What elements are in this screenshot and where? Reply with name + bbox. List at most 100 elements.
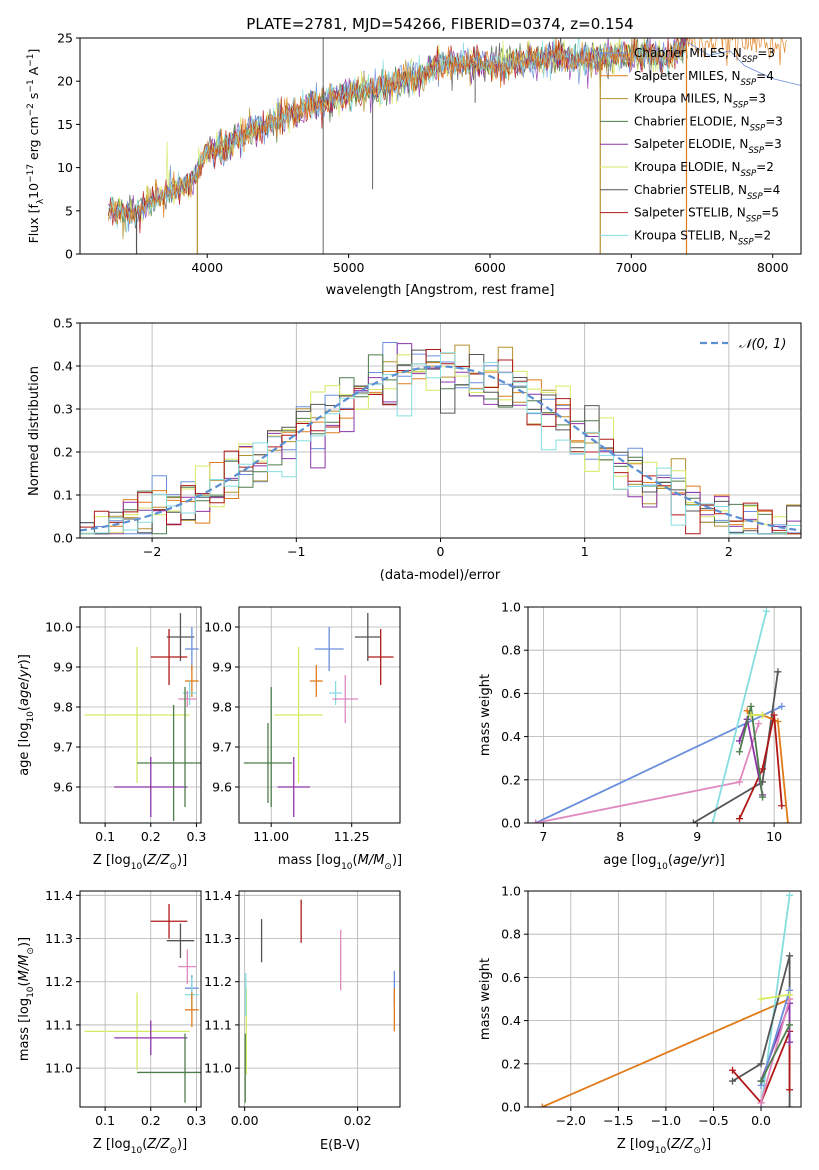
legend-text-part: SSP <box>741 169 757 179</box>
y-tick-label: 11.1 <box>204 1017 232 1032</box>
errorbar <box>354 613 381 661</box>
y-tick-label: 9.7 <box>53 740 73 755</box>
label-part: ( <box>17 981 32 986</box>
y-tick-label: 11.3 <box>45 931 73 946</box>
label-part: Z/Z <box>146 853 170 868</box>
weight-marker <box>538 1103 546 1107</box>
label-part: ( <box>668 853 673 868</box>
legend-text-part: =3 <box>764 137 782 151</box>
x-tick-label: 0.1 <box>95 829 115 844</box>
y-axis-label: age [log10(age/yr)] <box>17 654 36 776</box>
x-tick-label: 0.1 <box>95 1113 115 1128</box>
label-part: )] <box>392 853 402 868</box>
label-part: )] <box>715 853 725 868</box>
x-tick-label: 9 <box>693 829 701 844</box>
label-part: ( <box>142 853 147 868</box>
x-tick-label: 0.3 <box>186 829 206 844</box>
weight-line <box>535 705 783 823</box>
errorbar <box>150 629 188 685</box>
label-part: 10 <box>131 1146 143 1156</box>
weight-marker <box>757 1099 765 1107</box>
y-tick-label: 11.4 <box>45 888 73 903</box>
y-tick-label: 10.0 <box>45 620 73 635</box>
legend-label: Kroupa ELODIE, NSSP=2 <box>634 160 774 179</box>
label-part: 10 <box>26 986 36 998</box>
legend-text-part: Chabrier ELODIE, N <box>634 114 750 128</box>
x-tick-label: 4000 <box>191 260 223 275</box>
axes-frame <box>79 37 802 255</box>
spectrum-line <box>107 38 788 225</box>
legend-text-part: SSP <box>741 78 757 88</box>
label-part: M/M <box>358 853 385 868</box>
legend-text-part: Chabrier MILES, N <box>634 46 742 60</box>
legend-text-part: Salpeter ELODIE, N <box>634 137 748 151</box>
y-tick-label: 11.0 <box>204 1061 232 1076</box>
errorbar <box>150 903 188 939</box>
x-tick-label: −1.5 <box>603 1113 633 1128</box>
label-part: ( <box>666 1137 671 1152</box>
label-part: ⊙ <box>693 1146 701 1156</box>
weight-marker <box>784 819 792 823</box>
residuals-panel: −2 −1 0 1 2 0.0 0.1 0.2 0.3 0.4 0.5 𝒩(0, 1) (data-mo… <box>27 316 802 583</box>
legend-text-part: SSP <box>748 146 764 156</box>
weight-marker <box>735 778 743 786</box>
legend-text-part: =2 <box>756 160 774 174</box>
weight-line <box>760 990 791 1086</box>
axes-frame <box>527 606 802 824</box>
label-part: −1 <box>26 54 36 67</box>
label-part: ( <box>142 1137 147 1152</box>
y-tick-label: 0.2 <box>501 1056 521 1071</box>
weight-marker <box>786 1103 794 1107</box>
x-axis-label: Z [log10(Z/Z⊙)] <box>617 1137 711 1156</box>
errorbar <box>185 665 199 697</box>
legend-label: Chabrier STELIB, NSSP=4 <box>634 183 780 202</box>
y-tick-label: 0.4 <box>501 1013 521 1028</box>
weight-marker <box>786 1038 794 1046</box>
label-part: A <box>26 66 41 79</box>
weight-line <box>731 1031 791 1105</box>
x-tick-label: 11.00 <box>253 829 289 844</box>
x-tick-label: −2.0 <box>556 1113 586 1128</box>
legend-text-part: SSP <box>747 192 763 202</box>
ticks: 0.00 0.02 11.0 11.1 11.2 11.3 11.4 <box>204 888 371 1128</box>
y-tick-label: 11.2 <box>204 974 232 989</box>
weight-marker <box>759 765 767 773</box>
errorbar <box>332 675 359 723</box>
weight-line <box>738 714 783 820</box>
label-part: 10 <box>131 862 143 872</box>
ticks: 11.00 11.25 9.6 9.7 9.8 9.9 10.0 <box>204 620 369 845</box>
y-tick-label: 0.1 <box>53 488 73 503</box>
y-tick-label: 0.0 <box>53 531 73 546</box>
label-part: Z [log <box>93 1137 131 1152</box>
normal-curve <box>80 365 801 532</box>
label-part: ] <box>26 49 41 54</box>
label-part: mass [log <box>278 853 341 868</box>
y-axis-label: Flux [fλ10−17 erg cm−2 s−1 A−1] <box>26 49 46 244</box>
axes-frame <box>79 606 202 824</box>
label-part: Z [log <box>617 1137 655 1152</box>
weight-line <box>760 993 790 1000</box>
y-axis-label: mass [log10(M/M⊙)] <box>17 937 36 1061</box>
y-tick-label: 9.8 <box>53 700 73 715</box>
legend-text-part: =5 <box>761 206 779 220</box>
legend-label: Salpeter ELODIE, NSSP=3 <box>634 137 782 156</box>
weight-line <box>541 998 790 1107</box>
x-tick-label: 7 <box>539 829 547 844</box>
x-tick-label: 0.00 <box>231 1113 259 1128</box>
weight-marker <box>757 995 765 1003</box>
errorbar <box>84 647 190 783</box>
errorbar <box>367 629 394 685</box>
legend-text-part: SSP <box>733 101 749 111</box>
label-part: −17 <box>26 164 36 183</box>
legend-text-part: Salpeter STELIB, N <box>634 206 746 220</box>
weight-line <box>760 998 791 1103</box>
y-tick-label: 25 <box>57 31 73 46</box>
x-tick-label: 0.02 <box>344 1113 372 1128</box>
label-part: yr <box>17 663 32 679</box>
plot-area <box>84 613 201 821</box>
weight-marker <box>729 1077 737 1085</box>
legend-text-part: SSP <box>750 123 766 133</box>
